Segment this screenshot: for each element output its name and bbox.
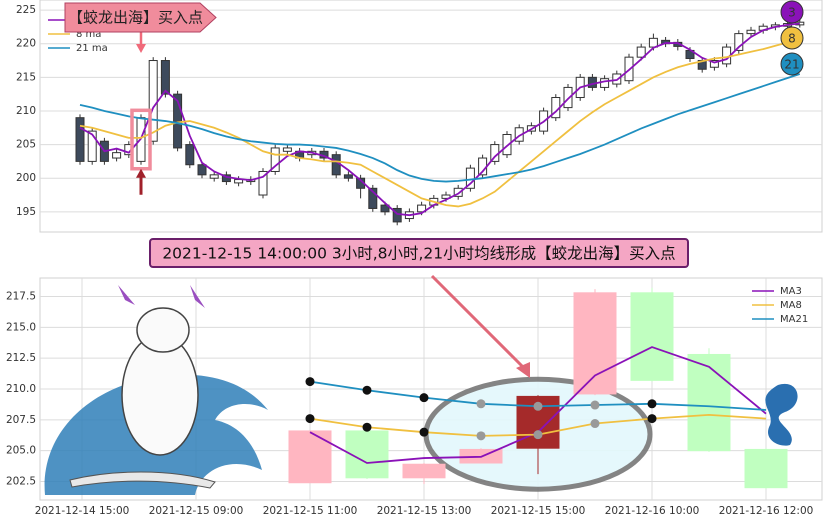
legend-label: MA3 [780,286,802,297]
candle-body [209,174,219,179]
candle-body [744,448,788,489]
end-marker [780,26,804,50]
ma-dot [590,419,600,429]
ma-dot [590,400,600,410]
ma-line [79,73,801,183]
candle-body [746,29,756,35]
candle-body [197,164,207,176]
dog-decoration [121,334,199,456]
x-tick-label: 2021-12-16 12:00 [719,505,814,517]
candle-body [600,78,610,88]
end-marker-label: 21 [784,58,799,72]
candle-body [368,187,378,209]
ma-dot [647,414,657,424]
candle-body [417,204,427,213]
ma-dot [305,377,315,387]
ma-dot [305,414,315,424]
annotation-text: 【蛟龙出海】买入点 [68,9,203,27]
candle-body [75,117,85,162]
candle-body [516,395,560,449]
chart-title: 2021-12-15 14:00:00 3小时,8小时,21小时均线形成【蛟龙出… [162,245,675,263]
candle-body [502,133,512,156]
candle-body [345,430,389,479]
candle-body [573,292,617,395]
y-tick-label: 205 [16,139,36,151]
end-marker [780,0,804,24]
surfboard-decoration [69,471,216,489]
end-marker [780,52,804,76]
candle-body [380,204,390,213]
candle-body [587,76,597,88]
end-marker-label: 8 [788,32,796,46]
ma-dot [362,422,372,432]
dragon-decoration [765,383,798,446]
candle-body [87,130,97,162]
candle-body [630,292,674,381]
y-tick-label: 202.5 [6,476,36,488]
y-tick-label: 217.5 [6,291,36,303]
y-tick-label: 225 [16,4,36,16]
candle-body [563,86,573,109]
ma-dot [362,385,372,395]
x-tick-label: 2021-12-15 13:00 [377,505,472,517]
top-plot-area [39,0,823,233]
candle-body [288,430,332,484]
candle-body [441,194,451,199]
ma-dot [476,431,486,441]
legend-label: MA8 [780,300,802,311]
y-tick-label: 200 [16,172,36,184]
legend-label: MA21 [780,314,808,325]
x-tick-label: 2021-12-14 15:00 [35,505,130,517]
candle-body [402,463,446,479]
candle-body [160,60,170,95]
x-tick-label: 2021-12-15 15:00 [491,505,586,517]
ma-dot [533,430,543,440]
dog-head-decoration [136,307,190,353]
down-arrow-head [136,44,146,53]
ma-line [79,37,801,208]
x-tick-label: 2021-12-16 10:00 [605,505,700,517]
candle-body [112,152,122,159]
ma-dot [647,399,657,409]
candle-body [687,353,731,452]
candle-body [709,60,719,68]
end-marker-label: 3 [788,6,796,20]
legend-label: 21 ma [76,43,108,54]
candle-body [343,174,353,179]
y-tick-label: 210 [16,105,36,117]
candle-body [734,33,744,51]
candle-body [636,46,646,58]
decoration-layer [44,285,798,495]
ma-dot [533,401,543,411]
ma-line [79,22,800,217]
y-tick-label: 220 [16,38,36,50]
annotation-box [64,2,217,33]
candle-body [185,144,195,166]
candle-body [282,147,292,152]
pointer-arrow-head [516,362,530,378]
y-tick-label: 215.0 [6,321,36,333]
y-tick-label: 215 [16,71,36,83]
y-tick-label: 195 [16,206,36,218]
ma-dot [476,399,486,409]
y-tick-label: 210.0 [6,383,36,395]
ma-dot [419,393,429,403]
candle-body [258,170,268,196]
candle-body [270,147,280,172]
title-box [149,238,689,268]
candle-body [453,187,463,197]
x-tick-label: 2021-12-15 11:00 [263,505,358,517]
up-arrow-head [136,168,146,178]
y-tick-label: 205.0 [6,445,36,457]
legend-label: 8 ma [76,29,101,40]
ma-dot [419,427,429,437]
candle-body [331,154,341,176]
pointer-arrow [430,274,526,370]
y-tick-label: 207.5 [6,414,36,426]
x-tick-label: 2021-12-15 09:00 [149,505,244,517]
y-tick-label: 212.5 [6,352,36,364]
